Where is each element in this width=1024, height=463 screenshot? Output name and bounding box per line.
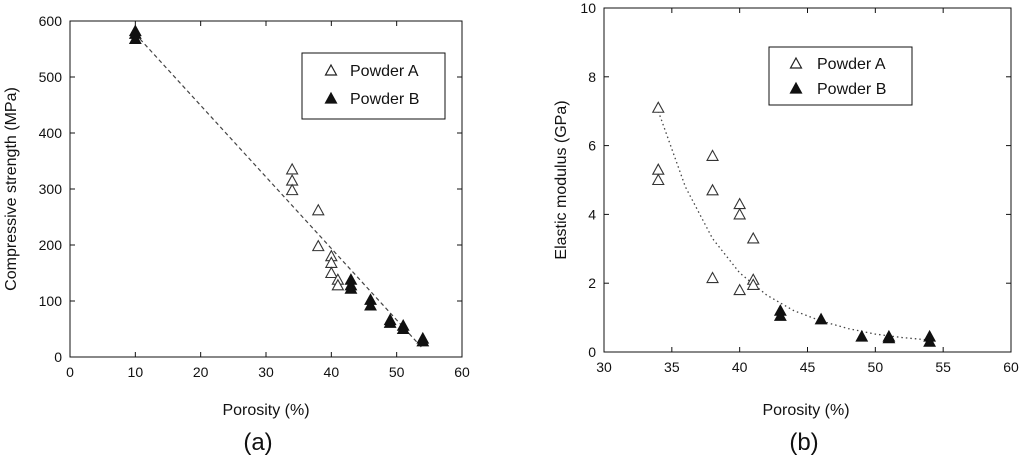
x-tick-label: 10 (128, 364, 144, 380)
x-tick-label: 0 (66, 364, 74, 380)
x-tick-label: 40 (732, 359, 748, 375)
chart-a-points (128, 24, 430, 347)
chart-b-point-powder-b (773, 309, 787, 321)
y-tick-label: 0 (588, 344, 596, 360)
chart-b-legend: Powder A Powder B (768, 46, 913, 106)
chart-b-point-powder-a (733, 207, 747, 220)
x-tick-label: 50 (389, 364, 405, 380)
chart-a-legend-marker-powder-b (324, 91, 338, 104)
chart-b-x-axis-label: Porosity (%) (762, 402, 849, 419)
y-tick-label: 400 (39, 125, 63, 141)
y-tick-label: 0 (54, 349, 62, 365)
chart-b-point-powder-a (651, 101, 665, 113)
x-tick-label: 60 (1003, 359, 1019, 375)
chart-b-point-powder-b (814, 312, 828, 325)
chart-a-point-powder-b (383, 316, 397, 328)
chart-a-point-powder-b (416, 334, 430, 347)
x-tick-label: 30 (258, 364, 274, 380)
y-tick-label: 200 (39, 237, 63, 253)
x-tick-label: 20 (193, 364, 209, 380)
chart-a-point-powder-a (311, 239, 325, 252)
chart-b-point-powder-a (733, 197, 747, 210)
x-tick-label: 50 (868, 359, 884, 375)
chart-a-legend-marker-powder-a (324, 63, 338, 76)
chart-b-points (651, 101, 937, 347)
chart-b-legend-label-powder-b: Powder B (817, 81, 886, 98)
y-tick-label: 2 (588, 275, 596, 291)
chart-b-legend-marker-powder-a (789, 56, 803, 69)
chart-a-legend-box (301, 52, 446, 120)
chart-b-point-powder-a (651, 163, 665, 175)
x-tick-label: 40 (324, 364, 340, 380)
chart-a-panel-label: (a) (243, 429, 272, 456)
y-tick-label: 600 (39, 13, 63, 29)
chart-b-legend-label-powder-a: Powder A (817, 56, 886, 73)
chart-a-point-powder-a (285, 183, 299, 196)
chart-b-ticks: 30 35 40 45 50 55 60 0 2 4 6 8 10 (580, 0, 1019, 375)
chart-b-point-powder-a (746, 278, 760, 290)
y-tick-label: 6 (588, 138, 596, 154)
chart-a-point-powder-b (364, 298, 377, 311)
chart-b-panel-label: (b) (789, 429, 818, 456)
chart-b-point-powder-b (855, 329, 869, 342)
chart-b-y-axis-label: Elastic modulus (GPa) (553, 100, 570, 259)
chart-b-legend-box (768, 46, 913, 106)
chart-b-point-powder-a (733, 283, 747, 296)
chart-a-point-powder-a (311, 203, 325, 216)
x-tick-label: 60 (454, 364, 470, 380)
x-tick-label: 45 (800, 359, 816, 375)
chart-a-point-powder-a (324, 266, 338, 279)
chart-a-legend: Powder A Powder B (301, 52, 446, 120)
chart-a-point-powder-b (344, 282, 358, 294)
x-tick-label: 30 (596, 359, 612, 375)
y-tick-label: 300 (39, 181, 63, 197)
chart-b-point-powder-a (706, 271, 719, 284)
y-tick-label: 10 (580, 0, 596, 16)
y-tick-label: 4 (588, 206, 596, 222)
x-tick-label: 35 (664, 359, 680, 375)
chart-a-legend-label-powder-a: Powder A (350, 63, 419, 80)
chart-a-point-powder-a (285, 162, 299, 175)
chart-b-point-powder-a (746, 231, 760, 244)
chart-a-x-axis-label: Porosity (%) (222, 402, 309, 419)
chart-b-point-powder-a (706, 183, 719, 196)
chart-b-point-powder-b (923, 335, 937, 347)
chart-b-point-powder-a (651, 173, 665, 186)
chart-a-point-powder-a (331, 278, 345, 291)
chart-a-point-powder-b (396, 322, 410, 335)
y-tick-label: 100 (39, 293, 63, 309)
y-tick-label: 500 (39, 69, 63, 85)
chart-b-trendline (657, 110, 930, 341)
chart-a-legend-label-powder-b: Powder B (350, 91, 419, 108)
chart-b-point-powder-a (706, 149, 719, 161)
chart-b-point-powder-b (882, 331, 896, 344)
chart-a-point-powder-b (128, 32, 142, 44)
chart-a-trendline (134, 33, 424, 350)
x-tick-label: 55 (935, 359, 951, 375)
chart-a-y-axis-label: Compressive strength (MPa) (3, 87, 20, 291)
chart-b-legend-marker-powder-b (789, 81, 803, 94)
y-tick-label: 8 (588, 69, 596, 85)
